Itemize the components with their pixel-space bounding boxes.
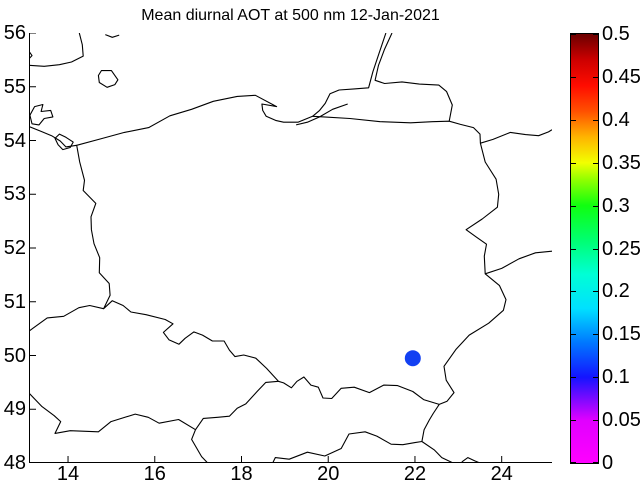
outline-sweden-coast xyxy=(29,33,84,67)
outline-germany-czech-border xyxy=(29,304,104,332)
colorbar-tick-mark xyxy=(571,205,576,207)
y-tick-label: 53 xyxy=(3,183,26,206)
colorbar-tick-mark xyxy=(571,462,576,463)
colorbar-tick-mark xyxy=(593,205,598,207)
x-tick-label: 22 xyxy=(403,463,427,480)
colorbar-tick-mark xyxy=(593,291,598,293)
colorbar-tick-mark xyxy=(571,119,576,121)
x-tick-label: 18 xyxy=(230,463,253,480)
outline-slovakia-hungary-ukraine-border xyxy=(272,404,440,463)
colorbar-tick-label: 0.5 xyxy=(602,23,630,45)
outline-belarus-ukraine-border xyxy=(485,250,552,275)
colorbar-tick-mark xyxy=(571,76,576,78)
colorbar-tick-mark xyxy=(571,420,576,422)
chart-title: Mean diurnal AOT at 500 nm 12-Jan-2021 xyxy=(141,7,440,24)
outline-lithuania-belarus-border xyxy=(480,129,552,144)
colorbar-tick-label: 0.3 xyxy=(602,194,630,217)
outline-czech-slovakia-border xyxy=(195,380,279,431)
colorbar-tick-label: 0 xyxy=(602,452,614,474)
x-tick-label: 14 xyxy=(56,463,80,480)
colorbar-tick-mark xyxy=(593,462,598,463)
colorbar-tick-label: 0.1 xyxy=(602,366,630,389)
outline-poland xyxy=(76,94,507,405)
outline-ruegen-island xyxy=(29,103,54,126)
colorbar-tick-label: 0.4 xyxy=(602,108,630,131)
outline-bornholm-island xyxy=(97,70,119,88)
outline-german-baltic-coast xyxy=(29,125,77,148)
outline-curonian-spit-sambia-coast xyxy=(312,33,387,117)
outline-sweden-coast-fragment xyxy=(105,34,120,38)
colorbar-tick-mark xyxy=(593,420,598,422)
colorbar-tick-mark xyxy=(593,119,598,121)
colorbar-tick-mark xyxy=(593,34,598,35)
colorbar-tick-mark xyxy=(593,76,598,78)
outline-sweden-west-hook xyxy=(29,50,33,60)
colorbar-tick-mark xyxy=(571,34,576,35)
colorbar-tick-mark xyxy=(571,248,576,250)
colorbar xyxy=(570,33,599,464)
colorbar-tick-mark xyxy=(593,377,598,379)
outline-curonian-lagoon-russia-lithuania-border xyxy=(374,33,453,122)
map-plot-area xyxy=(29,33,552,463)
x-tick-label: 20 xyxy=(317,463,340,480)
outline-hungary-ukraine-border xyxy=(421,441,454,463)
colorbar-tick-mark xyxy=(593,334,598,336)
outline-vistula-lagoon-shore xyxy=(295,103,348,126)
outline-usedom-szczecin-lagoon xyxy=(54,133,74,151)
colorbar-tick-label: 0.2 xyxy=(602,280,630,303)
colorbar-tick-mark xyxy=(593,162,598,164)
colorbar-tick-mark xyxy=(571,162,576,164)
x-tick-label: 24 xyxy=(490,463,513,480)
y-tick-label: 51 xyxy=(3,290,26,313)
outline-ukraine-bottom-squiggle xyxy=(461,457,481,463)
colorbar-tick-label: 0.45 xyxy=(602,65,640,88)
y-tick-label: 56 xyxy=(3,22,26,44)
colorbar-tick-mark xyxy=(593,248,598,250)
colorbar-tick-mark xyxy=(571,377,576,379)
colorbar-tick-mark xyxy=(571,291,576,293)
colorbar-tick-mark xyxy=(571,334,576,336)
x-tick-label: 16 xyxy=(143,463,166,480)
y-tick-label: 55 xyxy=(3,75,26,98)
colorbar-tick-label: 0.35 xyxy=(602,151,640,174)
y-tick-label: 54 xyxy=(3,129,26,152)
y-tick-label: 52 xyxy=(3,237,26,259)
data-point-marker xyxy=(404,350,421,367)
y-tick-label: 48 xyxy=(3,452,26,474)
colorbar-tick-label: 0.05 xyxy=(602,409,640,432)
y-tick-label: 49 xyxy=(3,398,26,421)
colorbar-tick-label: 0.15 xyxy=(602,323,640,346)
outline-czech-austria-slovakia-border xyxy=(29,392,209,463)
colorbar-tick-label: 0.25 xyxy=(602,237,640,260)
y-tick-label: 50 xyxy=(3,344,26,367)
